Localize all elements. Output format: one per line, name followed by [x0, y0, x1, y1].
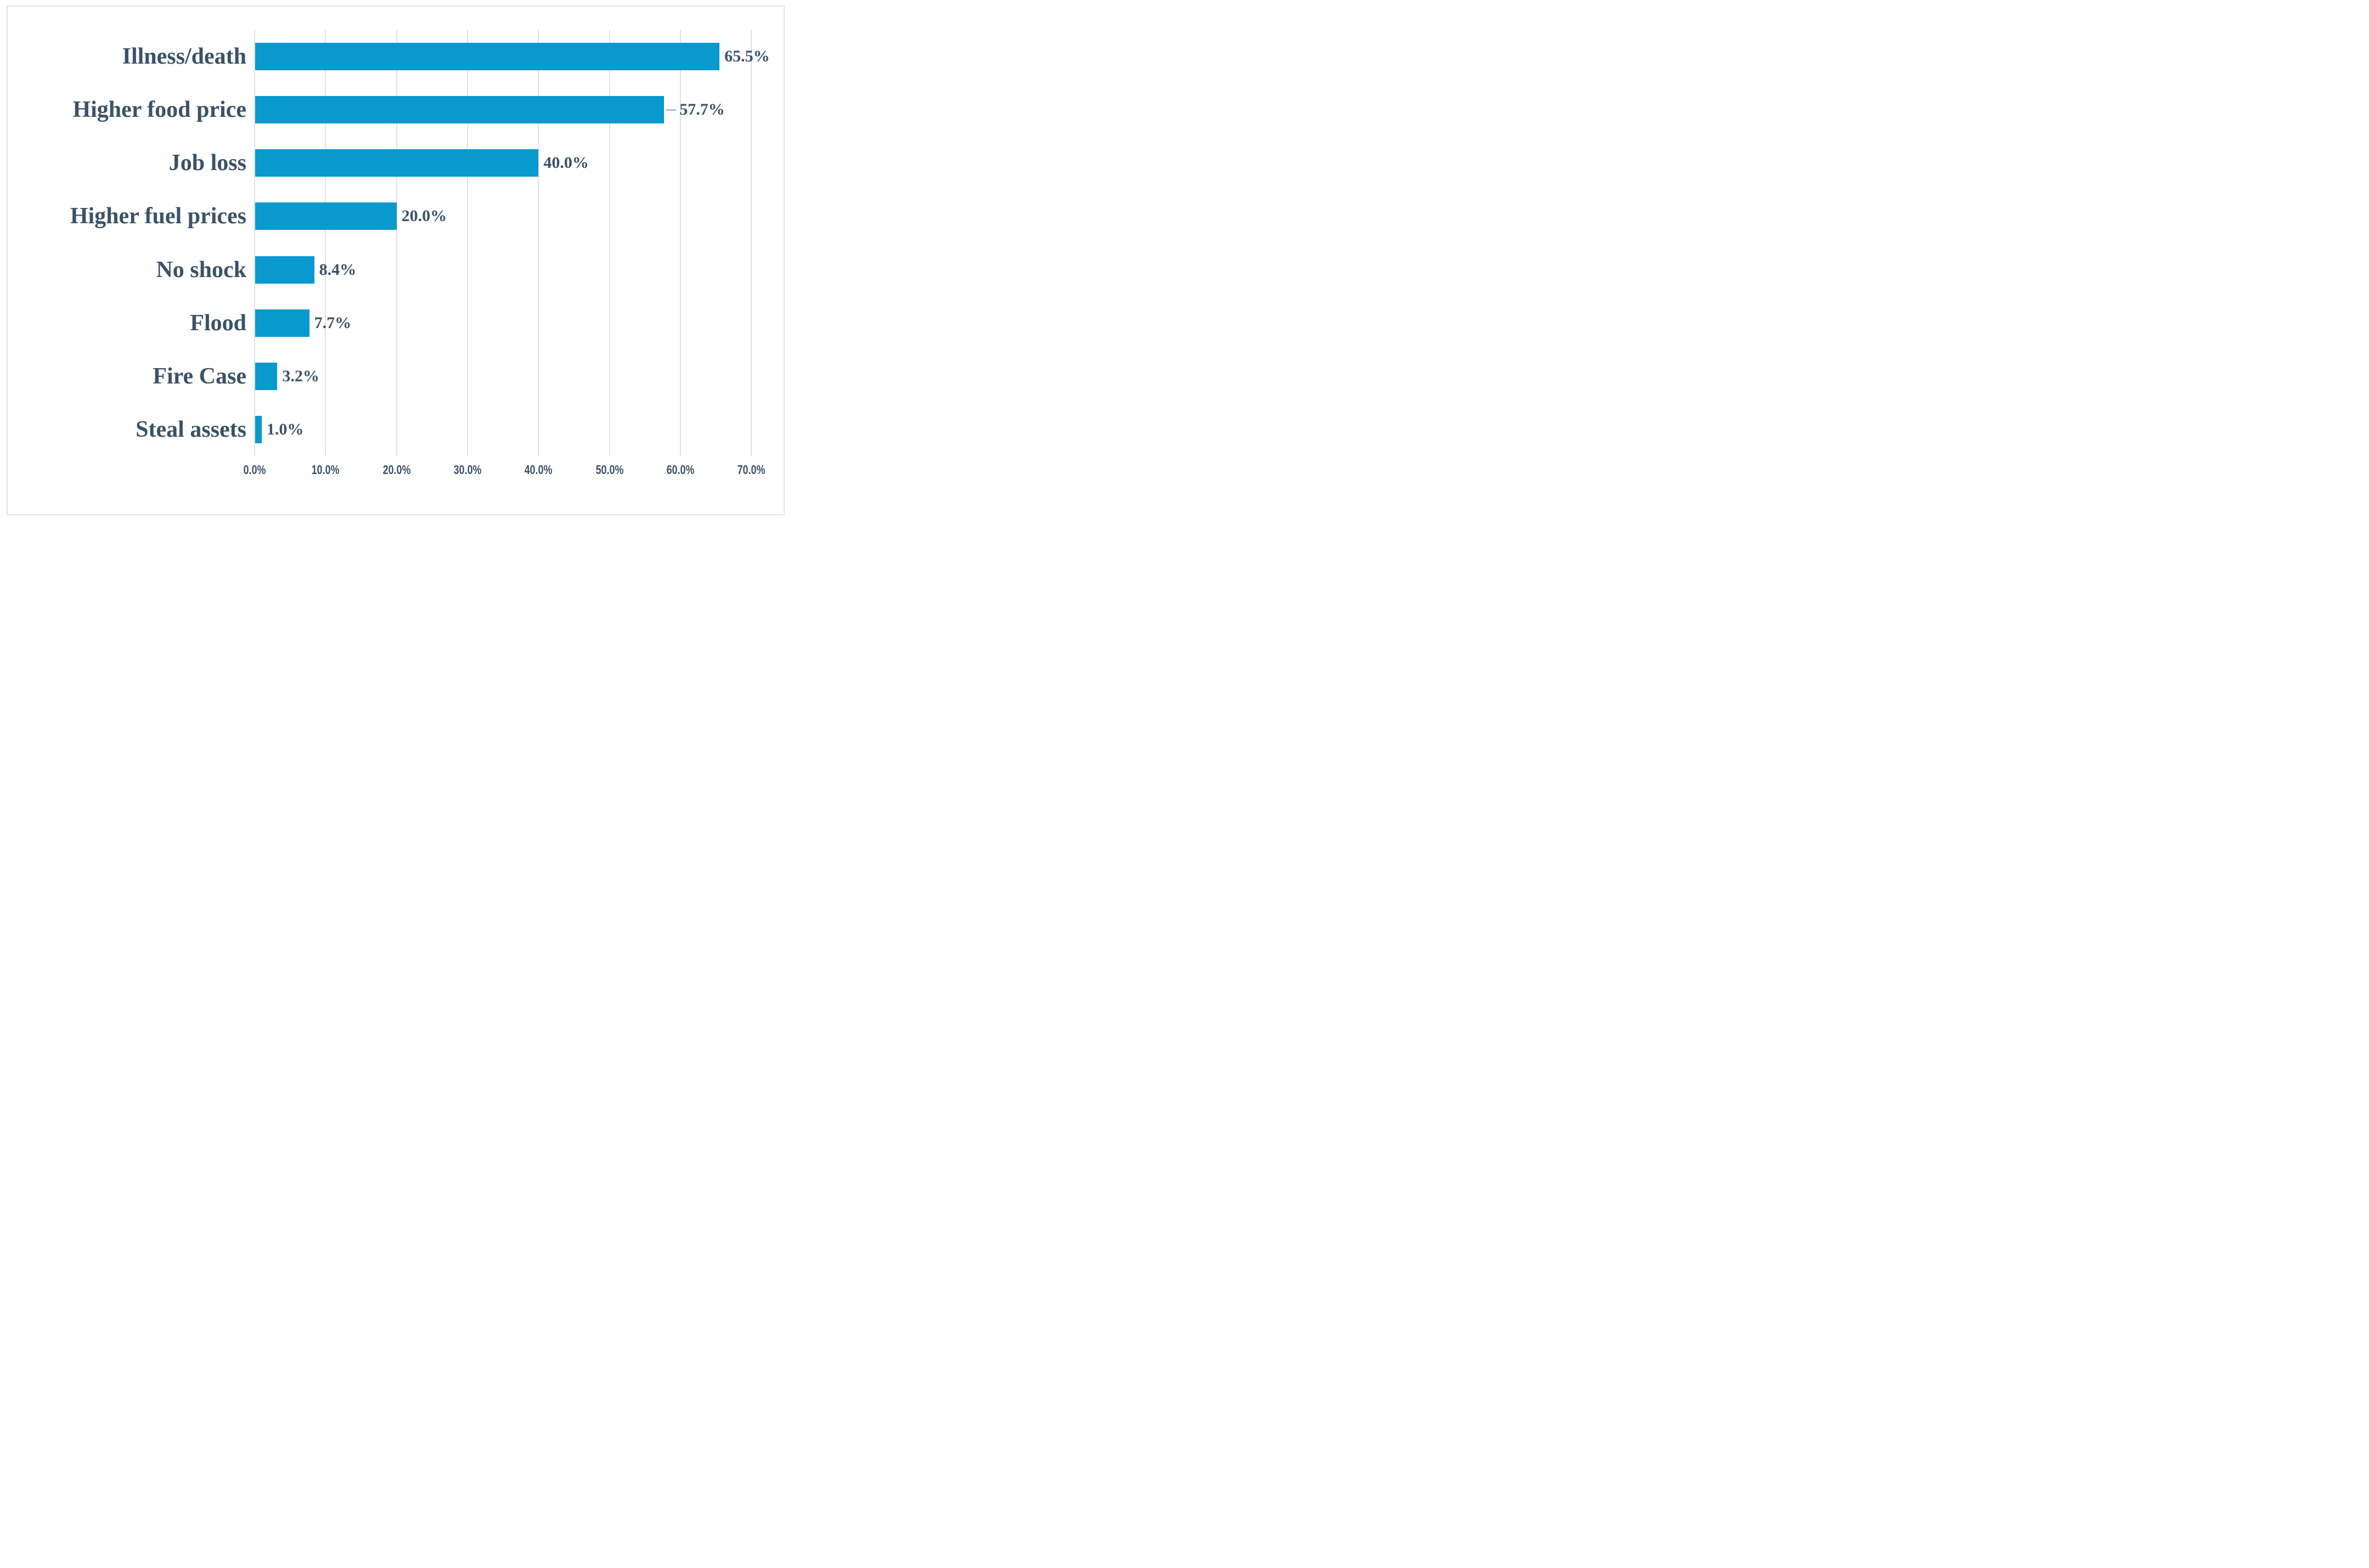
value-label: 7.7%	[314, 313, 352, 332]
gridline-40pct	[538, 30, 539, 456]
x-axis-tick-label: 0.0%	[243, 462, 266, 477]
value-label: 57.7%	[679, 100, 725, 119]
x-axis-tick-label: 50.0%	[595, 462, 624, 477]
category-label: Higher food price	[72, 97, 246, 122]
bar-higher-fuel-prices	[255, 202, 397, 230]
category-label: Steal assets	[136, 417, 246, 443]
gridline-10pct	[325, 30, 327, 456]
bar-flood	[255, 309, 310, 337]
gridline-30pct	[466, 30, 468, 456]
gridline-20pct	[396, 30, 397, 456]
chart-figure-page: 0.0% 10.0% 20.0% 30.0% 40.0% 50.0% 60.0% 70.0% I…	[0, 0, 790, 523]
category-label: Flood	[190, 310, 246, 336]
bar-higher-food-price	[255, 95, 665, 123]
x-axis-tick-label: 40.0%	[524, 462, 553, 477]
gridline-60pct	[679, 30, 681, 456]
gridline-0pct	[254, 30, 255, 456]
x-axis-tick-label: 60.0%	[666, 462, 695, 477]
bar-fire-case	[255, 363, 278, 391]
x-axis-tick-label: 30.0%	[453, 462, 482, 477]
category-label: No shock	[156, 257, 246, 283]
value-label: 65.5%	[724, 47, 770, 65]
bar-no-shock	[255, 256, 314, 284]
category-label: Higher fuel prices	[70, 204, 246, 229]
gridline-70pct	[751, 30, 752, 456]
gridline-50pct	[609, 30, 610, 456]
category-label: Fire Case	[153, 364, 246, 390]
value-label: 40.0%	[543, 154, 589, 172]
value-label: 3.2%	[282, 367, 319, 386]
bar-job-loss	[255, 149, 539, 177]
plot-area: 0.0% 10.0% 20.0% 30.0% 40.0% 50.0% 60.0% 70.0% I…	[8, 7, 784, 514]
category-label: Job loss	[168, 150, 246, 176]
category-label: Illness/death	[122, 43, 246, 69]
value-label: 8.4%	[319, 260, 357, 279]
x-axis-tick-label: 20.0%	[382, 462, 411, 477]
bar-steal-assets	[255, 416, 262, 444]
value-label: 20.0%	[401, 207, 447, 225]
x-axis-tick-label: 70.0%	[737, 462, 766, 477]
bar-illness-death	[255, 42, 720, 70]
x-axis-tick-label: 10.0%	[311, 462, 340, 477]
value-label: 1.0%	[266, 420, 304, 439]
leader-line	[666, 109, 677, 111]
chart-figure: 0.0% 10.0% 20.0% 30.0% 40.0% 50.0% 60.0% 70.0% I…	[7, 5, 785, 515]
